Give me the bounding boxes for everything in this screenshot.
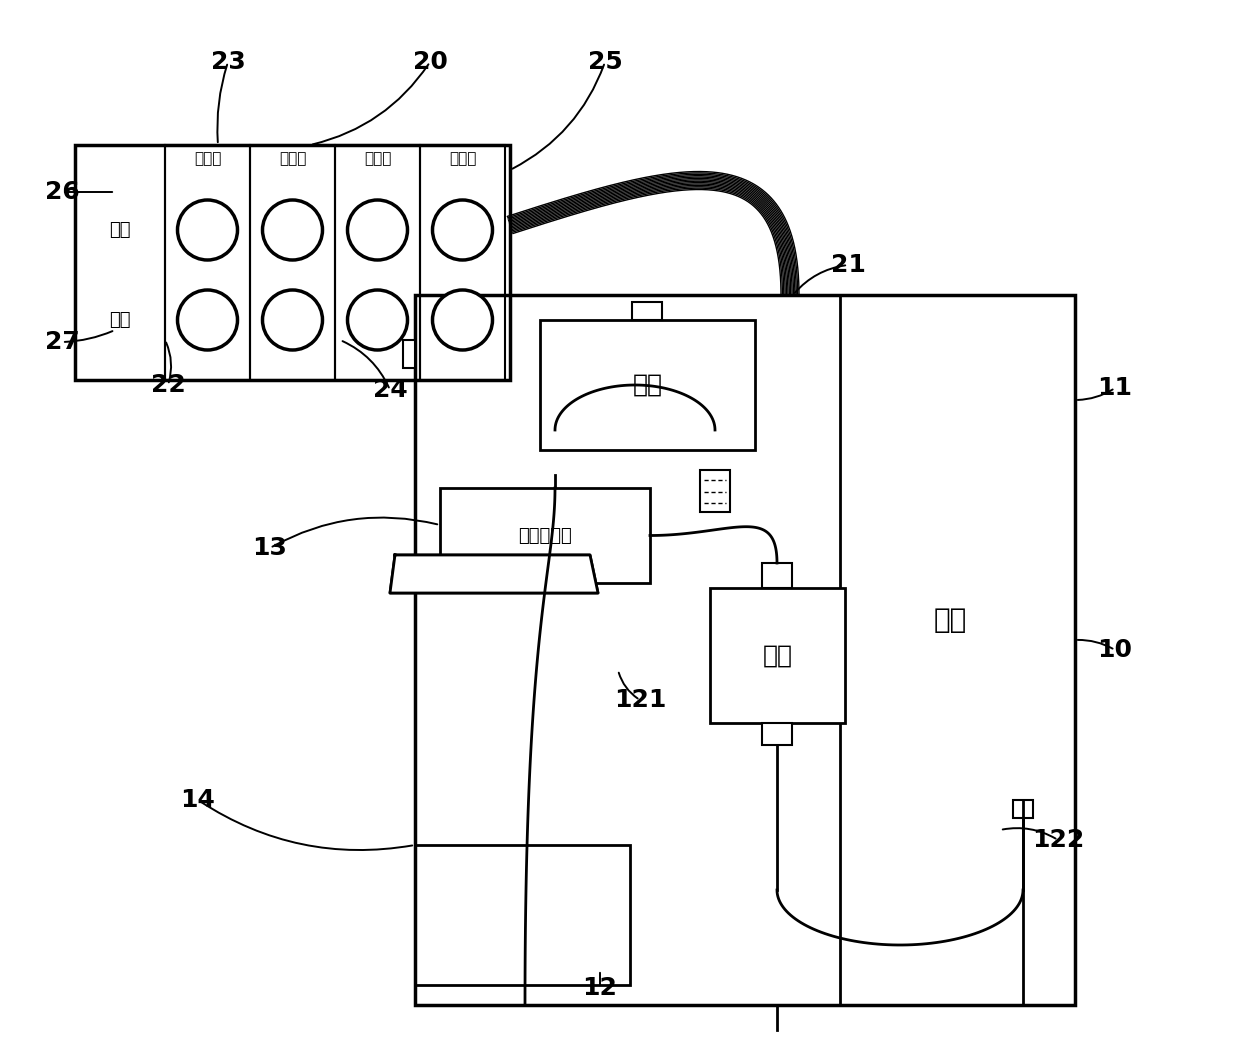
- Bar: [415, 845, 630, 985]
- Bar: [763, 723, 792, 745]
- Polygon shape: [391, 555, 598, 593]
- Text: 22: 22: [150, 373, 185, 397]
- Text: 二阶段: 二阶段: [279, 151, 306, 166]
- Bar: [711, 588, 844, 723]
- Bar: [440, 488, 650, 583]
- Bar: [335, 145, 420, 380]
- Text: 14: 14: [181, 788, 216, 812]
- Circle shape: [177, 200, 238, 260]
- Bar: [403, 341, 415, 368]
- Text: 水筱: 水筱: [934, 606, 967, 634]
- Bar: [165, 145, 250, 380]
- Text: 21: 21: [831, 253, 866, 277]
- Text: 压力: 压力: [109, 221, 130, 239]
- Text: 24: 24: [373, 378, 408, 401]
- Text: 26: 26: [45, 180, 79, 204]
- Text: 11: 11: [1097, 376, 1132, 400]
- Text: 三阶段: 三阶段: [363, 151, 391, 166]
- Bar: [839, 295, 1075, 1005]
- Text: 10: 10: [1097, 638, 1132, 662]
- Text: 23: 23: [211, 50, 246, 74]
- Circle shape: [177, 290, 238, 350]
- Circle shape: [347, 290, 408, 350]
- Text: 四阶段: 四阶段: [449, 151, 476, 166]
- Circle shape: [263, 200, 322, 260]
- Bar: [763, 563, 792, 588]
- Bar: [250, 145, 335, 380]
- Bar: [632, 302, 662, 320]
- Bar: [415, 295, 1075, 1005]
- Text: 13: 13: [253, 536, 288, 560]
- Text: 27: 27: [45, 330, 79, 354]
- Circle shape: [433, 200, 492, 260]
- Bar: [701, 470, 730, 512]
- Bar: [1013, 800, 1033, 818]
- Circle shape: [347, 200, 408, 260]
- Text: 时间: 时间: [109, 311, 130, 329]
- Text: 122: 122: [1032, 828, 1084, 852]
- Text: 12: 12: [583, 976, 618, 1000]
- Text: 25: 25: [588, 50, 622, 74]
- Circle shape: [433, 290, 492, 350]
- Bar: [74, 145, 510, 380]
- Bar: [539, 320, 755, 450]
- Text: 20: 20: [413, 50, 448, 74]
- Text: 和啡冲泡头: 和啡冲泡头: [518, 527, 572, 544]
- Text: 水泵: 水泵: [763, 643, 792, 667]
- Bar: [420, 145, 505, 380]
- Text: 121: 121: [614, 688, 666, 712]
- Text: 一阶段: 一阶段: [193, 151, 221, 166]
- Circle shape: [263, 290, 322, 350]
- Text: 主板: 主板: [632, 373, 662, 397]
